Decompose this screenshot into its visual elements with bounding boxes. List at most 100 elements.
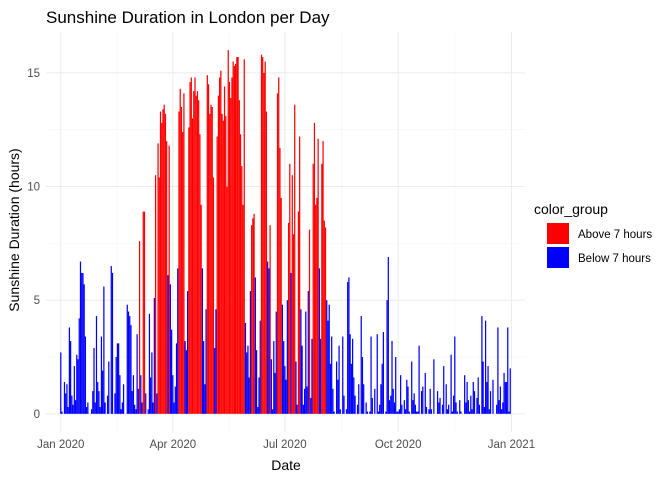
bar	[351, 338, 354, 414]
bar	[200, 204, 202, 414]
bar	[221, 113, 223, 414]
bar	[349, 334, 351, 414]
bar	[498, 400, 500, 414]
bar	[143, 211, 146, 414]
bar	[167, 275, 169, 414]
bar	[342, 336, 344, 414]
bar	[429, 388, 431, 414]
bar	[244, 322, 247, 414]
bar	[223, 86, 226, 414]
bar	[137, 388, 139, 414]
bar	[172, 375, 174, 414]
bar	[370, 336, 372, 414]
bar	[433, 359, 435, 414]
bar	[110, 266, 112, 414]
bar	[70, 341, 72, 414]
bar	[243, 59, 245, 414]
bar	[322, 141, 324, 414]
bar	[106, 395, 109, 414]
bar	[503, 372, 505, 414]
bar	[280, 197, 282, 414]
bar	[487, 366, 489, 414]
bar	[318, 268, 320, 414]
bar	[193, 91, 195, 414]
bar	[441, 404, 444, 414]
bar	[267, 261, 269, 414]
bar	[450, 354, 452, 414]
bar	[211, 107, 213, 414]
bar	[358, 384, 360, 414]
bar	[418, 345, 420, 414]
bar	[140, 375, 142, 414]
bar	[377, 411, 380, 414]
bar	[356, 404, 359, 414]
bar	[241, 166, 243, 414]
bar	[382, 332, 385, 414]
bar	[448, 404, 450, 414]
bar	[489, 391, 492, 414]
bar	[147, 409, 149, 414]
bar	[108, 361, 110, 414]
bar	[361, 357, 364, 414]
bar	[345, 409, 348, 414]
x-tick-label: Apr 2020	[149, 439, 196, 451]
bar	[390, 395, 392, 414]
bar	[228, 82, 231, 414]
bar	[297, 211, 300, 414]
bar	[396, 411, 398, 414]
bar	[238, 100, 240, 414]
bar	[397, 411, 399, 414]
bar	[393, 402, 396, 414]
bar	[61, 411, 63, 414]
bar	[285, 379, 287, 414]
legend-title: color_group	[534, 201, 608, 217]
bar	[114, 393, 116, 414]
y-tick-label: 10	[27, 182, 40, 194]
bar	[403, 400, 405, 414]
bar	[324, 227, 327, 414]
bar	[508, 411, 510, 414]
bars	[60, 50, 511, 414]
bar	[482, 361, 484, 414]
bar	[287, 222, 290, 414]
bar	[290, 272, 292, 414]
x-tick-label: Jan 2020	[37, 439, 84, 451]
bar	[210, 104, 212, 414]
bar	[428, 409, 430, 414]
bar	[502, 402, 504, 414]
bar	[207, 84, 210, 414]
x-tick-labels: Jan 2020 Apr 2020 Jul 2020 Oct 2020 Jan 2021	[37, 439, 535, 451]
bar	[329, 363, 332, 414]
bar	[406, 379, 408, 414]
bar	[386, 300, 388, 414]
bar	[252, 218, 254, 414]
x-axis-title: Date	[271, 457, 301, 473]
bar	[161, 122, 163, 414]
bar	[332, 388, 334, 414]
bar	[253, 213, 255, 414]
bar	[251, 225, 253, 414]
bar	[134, 404, 136, 414]
bar	[424, 372, 426, 414]
bar	[446, 409, 449, 414]
bar	[464, 375, 466, 414]
bar	[388, 400, 391, 414]
bar	[265, 111, 268, 414]
bar	[65, 393, 67, 414]
bar	[248, 377, 250, 414]
grid	[46, 32, 525, 432]
bar	[103, 286, 105, 414]
bar	[115, 357, 117, 414]
bar	[504, 382, 506, 414]
bar	[299, 136, 301, 414]
bar	[127, 311, 130, 414]
bar	[374, 388, 376, 414]
bar	[348, 277, 350, 414]
bar	[478, 404, 481, 414]
bar	[496, 404, 498, 414]
bar	[264, 61, 266, 414]
bar	[141, 402, 143, 414]
bar	[275, 311, 277, 414]
bar	[281, 304, 284, 414]
bar	[217, 95, 220, 414]
